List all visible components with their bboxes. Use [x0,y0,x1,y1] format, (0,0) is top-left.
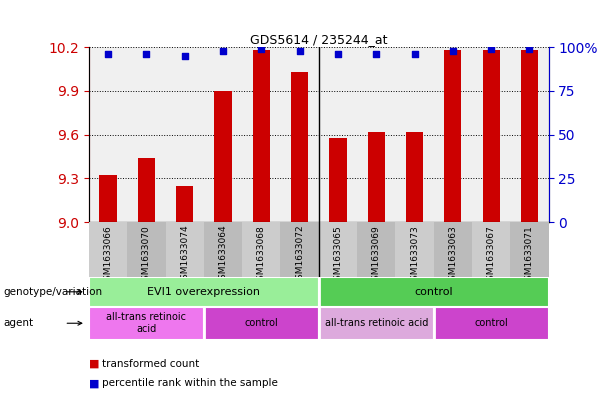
Bar [281,222,319,277]
Point [142,51,151,57]
Point [486,46,496,52]
Point [525,46,535,52]
Bar [357,222,395,277]
Text: control: control [474,318,508,328]
Bar [434,222,472,277]
Bar [215,91,232,222]
Text: GSM1633073: GSM1633073 [410,225,419,286]
Text: GSM1633072: GSM1633072 [295,225,304,285]
Title: GDS5614 / 235244_at: GDS5614 / 235244_at [250,33,387,46]
Text: transformed count: transformed count [102,358,200,369]
Bar [434,307,549,340]
Bar [89,222,128,277]
Bar [176,185,193,222]
Text: GSM1633065: GSM1633065 [333,225,343,286]
Text: control: control [414,287,453,297]
Bar [319,307,434,340]
Point [103,51,113,57]
Bar [128,222,166,277]
Bar [510,222,549,277]
Bar [89,277,319,307]
Bar [89,307,204,340]
Text: GSM1633063: GSM1633063 [448,225,457,286]
Text: genotype/variation: genotype/variation [3,287,102,297]
Bar [406,132,423,222]
Text: all-trans retinoic
acid: all-trans retinoic acid [106,312,186,334]
Bar [291,72,308,222]
Text: GSM1633070: GSM1633070 [142,225,151,286]
Point [256,46,266,52]
Text: control: control [245,318,278,328]
Text: GSM1633069: GSM1633069 [371,225,381,286]
Text: ■: ■ [89,358,99,369]
Text: all-trans retinoic acid: all-trans retinoic acid [324,318,428,328]
Text: GSM1633067: GSM1633067 [487,225,496,286]
Point [218,48,228,54]
Text: GSM1633074: GSM1633074 [180,225,189,285]
Bar [482,50,500,222]
Text: GSM1633071: GSM1633071 [525,225,534,286]
Text: GSM1633064: GSM1633064 [218,225,227,285]
Text: GSM1633068: GSM1633068 [257,225,266,286]
Point [333,51,343,57]
Bar [99,175,116,222]
Point [409,51,419,57]
Bar [242,222,281,277]
Bar [204,307,319,340]
Bar [138,158,155,222]
Text: percentile rank within the sample: percentile rank within the sample [102,378,278,388]
Text: EVI1 overexpression: EVI1 overexpression [147,287,261,297]
Text: agent: agent [3,318,33,328]
Bar [166,222,204,277]
Text: ■: ■ [89,378,99,388]
Bar [204,222,242,277]
Point [180,53,189,59]
Bar [395,222,434,277]
Point [295,48,305,54]
Bar [253,50,270,222]
Bar [319,222,357,277]
Bar [319,277,549,307]
Text: GSM1633066: GSM1633066 [104,225,113,286]
Bar [444,50,462,222]
Bar [329,138,346,222]
Bar [368,132,385,222]
Bar [472,222,510,277]
Bar [521,50,538,222]
Point [371,51,381,57]
Point [448,48,458,54]
